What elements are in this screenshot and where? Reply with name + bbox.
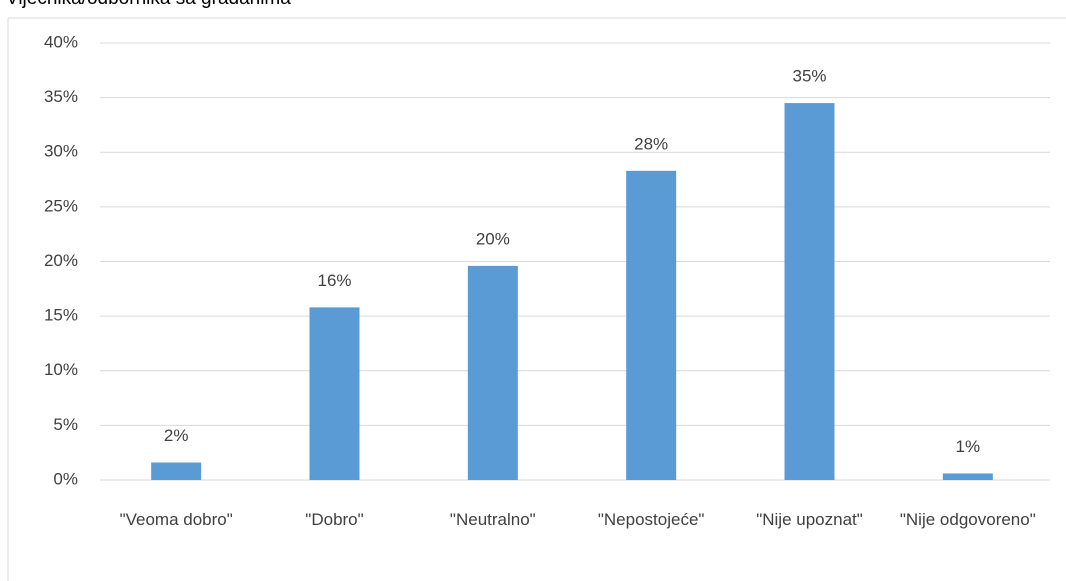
x-tick-label: "Nije upoznat" — [756, 510, 863, 529]
x-tick-label: "Dobro" — [305, 510, 364, 529]
y-tick-label: 40% — [44, 32, 78, 51]
y-tick-label: 0% — [53, 469, 78, 488]
data-label: 16% — [317, 271, 351, 290]
x-tick-label: "Neutralno" — [449, 510, 536, 529]
y-tick-label: 10% — [44, 360, 78, 379]
bar — [942, 473, 993, 480]
bar — [626, 170, 677, 480]
x-tick-label: "Nepostojeće" — [597, 510, 705, 529]
x-tick-label: "Nije odgovoreno" — [899, 510, 1036, 529]
data-label: 35% — [792, 67, 826, 86]
y-tick-label: 15% — [44, 306, 78, 325]
data-label: 2% — [164, 426, 189, 445]
data-label: 28% — [634, 134, 668, 153]
chart-title: Vijećnika/odbornika sa građanima — [6, 0, 291, 10]
y-tick-label: 30% — [44, 142, 78, 161]
y-tick-label: 25% — [44, 196, 78, 215]
y-tick-label: 20% — [44, 251, 78, 270]
y-tick-label: 5% — [53, 415, 78, 434]
bar — [784, 103, 835, 481]
y-tick-label: 35% — [44, 87, 78, 106]
data-label: 20% — [476, 229, 510, 248]
bar — [151, 462, 202, 480]
bar — [467, 265, 518, 480]
x-tick-label: "Veoma dobro" — [119, 510, 233, 529]
data-label: 1% — [956, 437, 981, 456]
bar — [309, 307, 360, 480]
